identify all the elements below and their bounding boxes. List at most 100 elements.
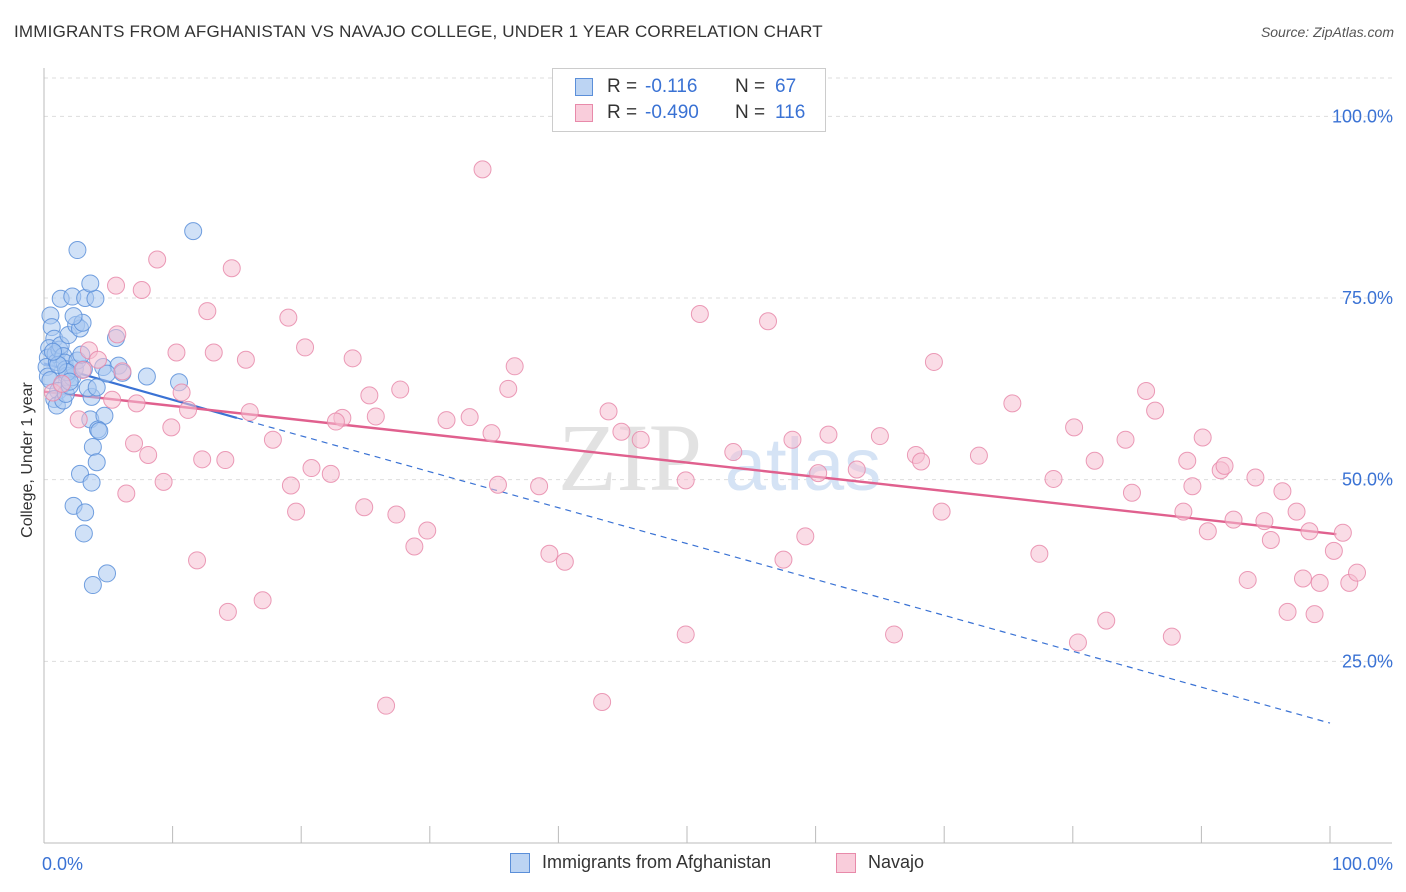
point-navajo: [387, 505, 406, 524]
point-afghanistan: [44, 342, 63, 361]
point-navajo: [73, 360, 92, 379]
point-navajo: [204, 343, 223, 362]
point-afghanistan: [64, 307, 83, 326]
point-afghanistan: [82, 473, 101, 492]
n-label: N =: [735, 76, 766, 97]
point-afghanistan: [90, 421, 109, 440]
point-navajo: [1030, 544, 1049, 563]
point-navajo: [1305, 605, 1324, 624]
point-navajo: [418, 521, 437, 540]
x-tick-label-max: 100.0%: [1332, 854, 1393, 874]
point-navajo: [819, 425, 838, 444]
point-navajo: [1122, 483, 1141, 502]
point-navajo: [69, 410, 88, 429]
legend-item-navajo[interactable]: Navajo: [836, 852, 924, 873]
point-navajo: [117, 484, 136, 503]
point-afghanistan: [76, 503, 95, 522]
point-navajo: [281, 476, 300, 495]
point-navajo: [321, 464, 340, 483]
legend-swatch-pink: [836, 852, 856, 873]
point-navajo: [287, 502, 306, 521]
point-navajo: [676, 471, 695, 490]
point-navajo: [132, 281, 151, 300]
point-navajo: [924, 352, 943, 371]
r-value: -0.490: [645, 102, 699, 123]
point-navajo: [1162, 627, 1181, 646]
n-value: 67: [775, 76, 797, 97]
point-navajo: [1065, 418, 1084, 437]
x-tick-label-min: 0.0%: [42, 854, 83, 874]
point-navajo: [1224, 510, 1243, 529]
point-navajo: [774, 550, 793, 569]
point-navajo: [1255, 512, 1274, 531]
legend-item-afghanistan[interactable]: Immigrants from Afghanistan: [510, 852, 771, 873]
point-navajo: [809, 464, 828, 483]
axes: [43, 68, 1392, 844]
y-tick-label: 25.0%: [1342, 651, 1393, 671]
point-navajo: [1278, 602, 1297, 621]
chart-title: IMMIGRANTS FROM AFGHANISTAN VS NAVAJO CO…: [14, 22, 823, 41]
point-navajo: [690, 304, 709, 323]
point-navajo: [1137, 382, 1156, 401]
point-navajo: [89, 350, 108, 369]
point-navajo: [108, 325, 127, 344]
y-tick-label: 100.0%: [1332, 106, 1393, 126]
point-navajo: [1097, 611, 1116, 630]
point-navajo: [1215, 456, 1234, 475]
stats-legend-row-afghanistan: R = -0.116 N = 67: [575, 75, 796, 99]
point-navajo: [530, 477, 549, 496]
trendline-navajo: [43, 390, 1337, 536]
point-navajo: [1261, 530, 1280, 549]
point-navajo: [1198, 522, 1217, 541]
r-label: R =: [607, 102, 638, 123]
point-navajo: [1003, 394, 1022, 413]
legend-label-navajo: Navajo: [868, 852, 925, 872]
legend-swatch-blue: [510, 852, 530, 873]
point-navajo: [593, 693, 612, 712]
trendline-afghanistan-extension: [236, 417, 1331, 724]
point-navajo: [1146, 401, 1165, 420]
point-navajo: [343, 349, 362, 368]
point-afghanistan: [137, 367, 156, 386]
point-navajo: [555, 552, 574, 571]
point-navajo: [631, 430, 650, 449]
point-navajo: [499, 379, 518, 398]
legend-label-afghanistan: Immigrants from Afghanistan: [542, 852, 772, 872]
point-afghanistan: [87, 453, 106, 472]
point-navajo: [724, 443, 743, 462]
tick-labels: 25.0% 50.0% 75.0% 100.0% 0.0% 100.0%: [42, 106, 1393, 874]
point-navajo: [139, 445, 158, 464]
gridlines: [44, 77, 1392, 662]
point-navajo: [240, 403, 259, 422]
point-navajo: [912, 452, 931, 471]
point-afghanistan: [87, 378, 106, 397]
point-navajo: [216, 451, 235, 470]
point-afghanistan: [74, 524, 93, 543]
point-navajo: [193, 450, 212, 469]
point-navajo: [107, 276, 126, 295]
point-navajo: [473, 160, 492, 179]
point-navajo: [167, 343, 186, 362]
y-axis-label: College, Under 1 year: [19, 382, 36, 538]
point-navajo: [179, 400, 198, 419]
point-navajo: [932, 502, 951, 521]
n-value: 116: [775, 102, 806, 123]
point-navajo: [612, 422, 631, 441]
point-navajo: [870, 427, 889, 446]
point-navajo: [113, 362, 132, 381]
point-navajo: [222, 259, 241, 278]
point-navajo: [676, 625, 695, 644]
point-navajo: [488, 475, 507, 494]
point-navajo: [377, 696, 396, 715]
series-legend: Immigrants from Afghanistan Navajo: [0, 852, 1406, 878]
n-label: N =: [735, 102, 766, 123]
point-navajo: [188, 551, 207, 570]
source-label: Source: ZipAtlas.com: [1260, 24, 1394, 40]
point-afghanistan: [184, 222, 203, 241]
point-navajo: [1085, 451, 1104, 470]
point-navajo: [218, 602, 237, 621]
point-navajo: [279, 308, 298, 327]
point-navajo: [360, 386, 379, 405]
point-navajo: [540, 544, 559, 563]
